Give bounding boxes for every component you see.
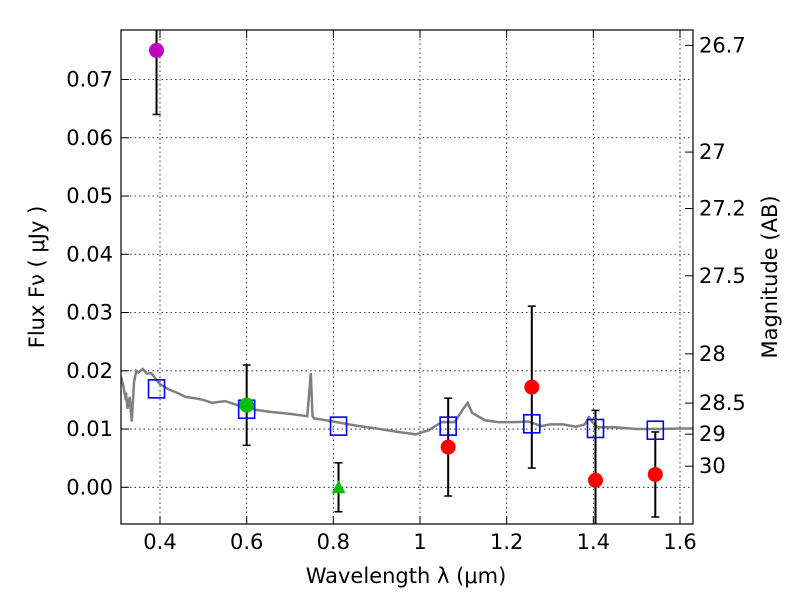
upper-limit-triangle bbox=[331, 480, 346, 494]
y-tick-label: 0.04 bbox=[66, 242, 113, 266]
x-tick-label: 1.6 bbox=[663, 530, 696, 554]
y-tick-label: 0.06 bbox=[66, 126, 113, 150]
x-tick-label: 0.8 bbox=[317, 530, 350, 554]
model-photometry-square bbox=[586, 418, 605, 439]
y-axis: 0.00 0.01 0.02 0.03 0.04 0.05 0.06 0.07 bbox=[66, 68, 129, 499]
x-axis-title: Wavelength λ (μm) bbox=[306, 564, 507, 588]
x-axis: 0.4 0.6 0.8 1 1.2 1.4 1.6 bbox=[143, 30, 697, 554]
data-point-circle bbox=[588, 472, 603, 488]
y-tick-label: 0.07 bbox=[66, 68, 113, 92]
plot-frame bbox=[120, 29, 694, 525]
y-axis-title: Flux Fν ( μJy ) bbox=[25, 206, 49, 349]
grid bbox=[121, 30, 693, 524]
x-tick-label: 1.2 bbox=[490, 530, 523, 554]
x-tick-label: 0.4 bbox=[143, 530, 176, 554]
magnitude-tick-label: 30 bbox=[699, 454, 726, 478]
model-photometry-square bbox=[522, 414, 541, 434]
data-point-circle bbox=[149, 42, 165, 58]
magnitude-tick-label: 27.5 bbox=[699, 264, 746, 288]
data-point-circle bbox=[524, 379, 540, 395]
data-point-circle bbox=[647, 466, 663, 482]
x-tick-label: 1 bbox=[413, 530, 426, 554]
model-photometry-square bbox=[439, 416, 457, 436]
x-tick-label: 0.6 bbox=[230, 530, 263, 554]
y-tick-label: 0.01 bbox=[66, 417, 113, 441]
magnitude-tick-label: 27 bbox=[699, 140, 726, 164]
data-markers bbox=[147, 42, 665, 494]
y-tick-label: 0.03 bbox=[66, 301, 113, 325]
magnitude-tick-label: 27.2 bbox=[699, 196, 746, 220]
magnitude-tick-label: 26.7 bbox=[699, 33, 746, 57]
model-photometry-square bbox=[147, 379, 166, 399]
y-tick-label: 0.02 bbox=[66, 359, 113, 383]
magnitude-tick-label: 28.5 bbox=[699, 391, 746, 415]
model-photometry-square bbox=[329, 416, 348, 436]
plot-area bbox=[121, 30, 693, 524]
data-point-circle bbox=[440, 439, 456, 455]
model-photometry-square bbox=[646, 420, 665, 441]
magnitude-tick-label: 28 bbox=[699, 342, 726, 366]
magnitude-axis-title: Magnitude (AB) bbox=[758, 195, 782, 358]
y-tick-label: 0.00 bbox=[66, 475, 113, 499]
magnitude-tick-label: 29 bbox=[699, 422, 726, 446]
model-spectrum-line bbox=[121, 367, 693, 436]
x-tick-label: 1.4 bbox=[577, 530, 610, 554]
y-tick-label: 0.05 bbox=[66, 184, 113, 208]
magnitude-axis: 26.7 27 27.2 27.5 28 28.5 29 30 bbox=[685, 33, 746, 478]
data-point-circle bbox=[239, 397, 255, 413]
